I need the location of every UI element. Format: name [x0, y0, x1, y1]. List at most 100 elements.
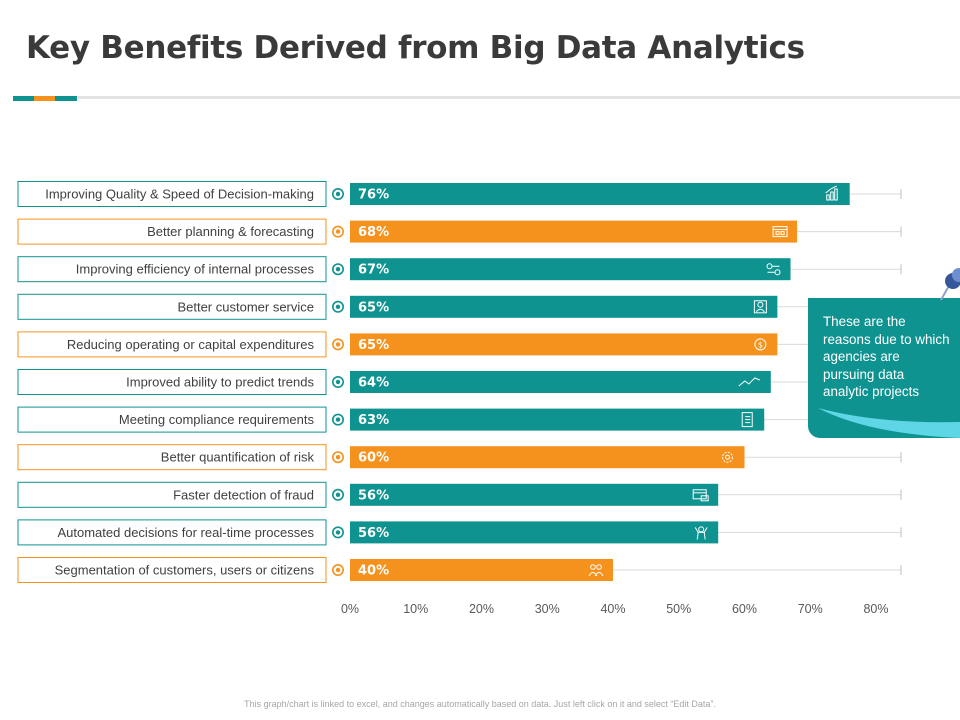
bar-row: Better planning & forecasting 68% [17, 218, 902, 245]
x-tick-label: 30% [535, 602, 560, 616]
bullet-dot [335, 267, 341, 272]
category-label: Faster detection of fraud [173, 487, 314, 502]
bar-row: Improving efficiency of internal process… [17, 256, 902, 283]
bar-row: Improved ability to predict trends 64% [17, 369, 902, 395]
value-label: 60% [358, 451, 389, 466]
value-label: 65% [358, 300, 389, 315]
page-title: Key Benefits Derived from Big Data Analy… [26, 30, 805, 66]
x-tick-label: 40% [600, 602, 625, 616]
category-label: Segmentation of customers, users or citi… [55, 563, 315, 578]
accent-bar-orange [34, 96, 55, 101]
x-tick-label: 60% [732, 602, 757, 616]
bullet-marker [331, 188, 344, 201]
bullet-marker [331, 263, 344, 276]
bar-row: Better customer service 65% [17, 293, 902, 320]
dollar-coin-icon: $ [754, 338, 767, 351]
bar [350, 333, 778, 356]
bar [350, 559, 613, 581]
bar-row: Faster detection of fraud 56% [17, 481, 902, 508]
callout-box [808, 298, 960, 438]
value-label: 68% [358, 225, 389, 240]
category-label: Reducing operating or capital expenditur… [67, 337, 315, 352]
trend-line-icon [738, 377, 760, 387]
value-label: 56% [358, 488, 389, 503]
bullet-marker [331, 413, 344, 426]
calendar-board-icon [772, 226, 788, 238]
value-label: 67% [358, 263, 389, 278]
category-label-box [17, 481, 327, 508]
bullet-dot [335, 417, 341, 422]
bullet-marker [331, 526, 344, 539]
value-label: 65% [358, 338, 389, 353]
bar [350, 446, 745, 469]
callout-text: These are the reasons due to which agenc… [823, 314, 950, 399]
bullet-marker [331, 225, 344, 238]
category-label-box [17, 293, 327, 320]
x-tick-label: 50% [666, 602, 691, 616]
bar [350, 408, 765, 431]
category-label: Meeting compliance requirements [119, 412, 315, 427]
document-checklist-icon [741, 412, 753, 428]
value-label: 40% [358, 564, 389, 579]
category-label-box [17, 256, 327, 283]
category-label-box [17, 369, 327, 395]
title-underline [78, 96, 960, 99]
bullet-dot [335, 342, 341, 347]
category-label: Improved ability to predict trends [126, 375, 314, 390]
bullet-dot [335, 530, 341, 535]
bullet-dot [335, 492, 341, 497]
pushpin-icon [940, 268, 960, 301]
bar [350, 258, 791, 281]
value-label: 76% [358, 188, 389, 203]
callout-shape [808, 298, 960, 438]
bullet-marker [331, 338, 344, 351]
x-tick-label: 70% [798, 602, 823, 616]
automation-robot-icon [694, 526, 708, 540]
x-tick-label: 20% [469, 602, 494, 616]
x-tick-label: 0% [341, 602, 359, 616]
people-group-icon [588, 564, 604, 577]
x-tick-label: 10% [403, 602, 428, 616]
category-label: Better quantification of risk [161, 450, 315, 465]
category-label-box [17, 557, 327, 583]
bar [350, 521, 719, 544]
bar [350, 483, 719, 506]
bullet-dot [335, 567, 341, 573]
category-label-box [17, 181, 327, 207]
bar-row: Segmentation of customers, users or citi… [17, 557, 902, 583]
gear-icon [722, 451, 733, 463]
customer-support-icon [753, 300, 767, 314]
bullet-marker [331, 488, 344, 501]
dollar-glyph: $ [758, 340, 763, 349]
value-label: 63% [358, 413, 389, 428]
category-label: Improving Quality & Speed of Decision-ma… [45, 187, 314, 202]
category-label-box [17, 519, 327, 546]
accent-bar-teal-2 [55, 96, 77, 101]
process-flow-icon [766, 263, 781, 276]
bullet-marker [331, 451, 344, 464]
category-label-box [17, 218, 327, 245]
bullet-dot [335, 191, 341, 197]
category-label: Better planning & forecasting [147, 224, 314, 239]
bar [350, 295, 778, 318]
value-label: 56% [358, 526, 389, 541]
category-label: Automated decisions for real-time proces… [57, 525, 314, 540]
bar [350, 183, 850, 205]
accent-bar-teal-1 [13, 96, 34, 101]
category-label: Improving efficiency of internal process… [76, 262, 315, 277]
bar-row: Reducing operating or capital expenditur… [17, 331, 902, 358]
value-label: 64% [358, 376, 389, 391]
category-label-box [17, 444, 327, 471]
bar-row: Meeting compliance requirements 63% [17, 406, 902, 433]
bar [350, 220, 798, 243]
bullet-dot [335, 455, 341, 460]
bar-row: Automated decisions for real-time proces… [17, 519, 902, 546]
category-label: Better customer service [177, 299, 314, 314]
bullet-dot [335, 229, 341, 234]
bullet-marker [331, 300, 344, 313]
footer-note: This graph/chart is linked to excel, and… [244, 699, 716, 709]
credit-card-icon [692, 489, 709, 502]
bar-row: Better quantification of risk 60% [17, 444, 902, 471]
bar-row: Improving Quality & Speed of Decision-ma… [17, 181, 902, 207]
